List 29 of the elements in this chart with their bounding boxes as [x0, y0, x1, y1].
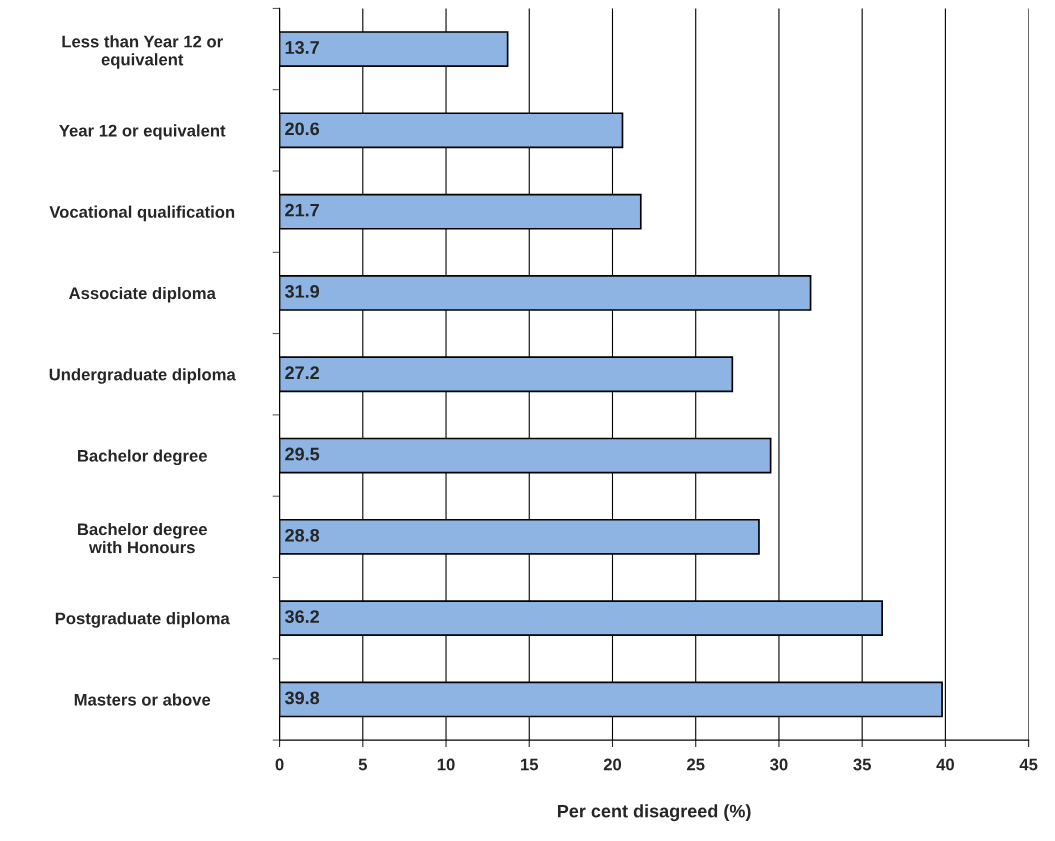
- x-tick-label: 20: [603, 758, 622, 771]
- data-label: 13.7: [285, 41, 319, 54]
- data-label: 27.2: [285, 366, 319, 379]
- x-tick-label: 45: [1019, 758, 1038, 771]
- x-axis-title: Per cent disagreed (%): [557, 804, 751, 822]
- data-label: 36.2: [284, 610, 319, 624]
- x-tick-label: 35: [853, 758, 871, 771]
- data-label: 20.6: [285, 122, 320, 136]
- y-tick-label: Year 12 or equivalent: [59, 124, 226, 140]
- x-tick-label: 0: [275, 758, 284, 771]
- x-tick-label: 30: [770, 758, 788, 771]
- y-tick-label: Associate diploma: [69, 286, 216, 303]
- y-tick-label: Vocational qualification: [49, 205, 235, 222]
- data-label: 39.8: [284, 691, 320, 705]
- x-tick-label: 40: [936, 758, 954, 771]
- y-tick-label: Undergraduate diploma: [49, 368, 236, 384]
- y-tick-label: Bachelor degree with Honours: [78, 522, 207, 554]
- x-tick-label: 25: [687, 758, 705, 771]
- data-label: 31.9: [284, 285, 320, 298]
- data-label: 29.5: [285, 447, 320, 461]
- y-tick-label: Postgraduate diploma: [55, 612, 230, 628]
- y-tick-label: Masters or above: [74, 693, 211, 706]
- x-tick-label: 10: [437, 758, 455, 771]
- x-tick-label: 5: [358, 758, 367, 771]
- y-tick-label: Less than Year 12 or equivalent: [62, 35, 223, 69]
- y-tick-label: Bachelor degree: [78, 449, 207, 466]
- x-tick-label: 15: [521, 758, 539, 771]
- data-label: 28.8: [285, 528, 320, 542]
- data-label: 21.7: [285, 203, 319, 217]
